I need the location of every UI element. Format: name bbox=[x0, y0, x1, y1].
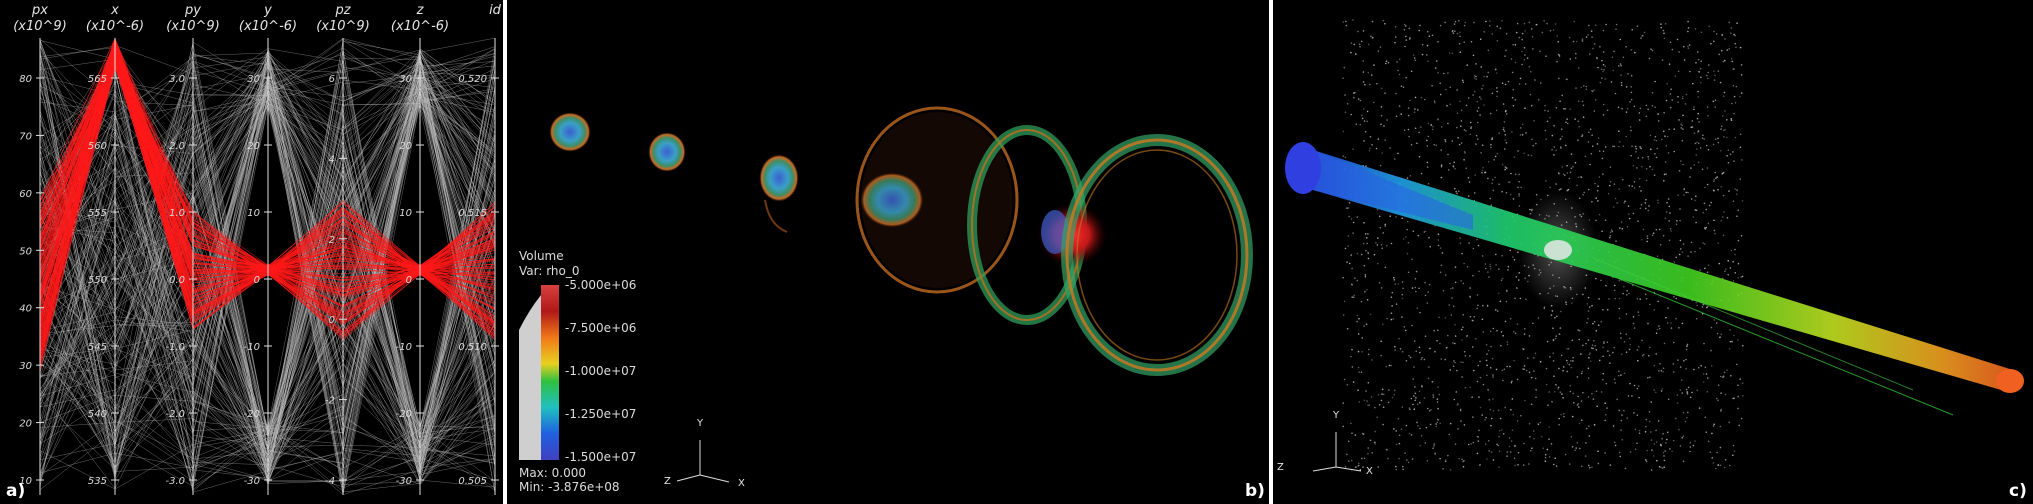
axis-tick-label: -10 bbox=[396, 342, 412, 353]
axis-tick-label: 540 bbox=[88, 409, 107, 420]
legend-tick: -5.000e+06 bbox=[565, 278, 636, 292]
axis-tick-label: 10 bbox=[247, 208, 260, 219]
axis-tick-label: -20 bbox=[244, 409, 260, 420]
axis-tick-label: 2.0 bbox=[169, 141, 185, 152]
axis-tick-label: 0 bbox=[254, 275, 260, 286]
particle-rendering-panel: Y Z X c) bbox=[1273, 0, 2033, 504]
axis-tick-label: 20 bbox=[247, 141, 260, 152]
axis-tick-label: 30 bbox=[19, 361, 32, 372]
opacity-ramp bbox=[519, 295, 541, 460]
axis-unit: (x10^9) bbox=[13, 19, 67, 34]
legend-tick: -1.250e+07 bbox=[565, 407, 636, 421]
axis-tick-label: 0.0 bbox=[169, 275, 185, 286]
axis-tick-label: 555 bbox=[88, 208, 107, 219]
axis-tick-label: 30 bbox=[247, 74, 260, 85]
axis-tick-label: 1.0 bbox=[169, 208, 185, 219]
triad-label-x: X bbox=[1366, 466, 1373, 477]
legend-title: Volume bbox=[519, 249, 564, 263]
axis-tick-label: 0.510 bbox=[458, 342, 487, 353]
axis-unit: (x10^9) bbox=[316, 19, 370, 34]
axis-tick-label: 50 bbox=[19, 246, 32, 257]
axis-name: x bbox=[110, 3, 119, 18]
panel-label-b: b) bbox=[1245, 481, 1265, 501]
colorbar-legend: Volume Var: rho_0 -5.000e+06 -7.500e+06 … bbox=[519, 249, 636, 494]
volume-shell bbox=[855, 106, 1019, 294]
axis-tick-label: 20 bbox=[19, 419, 32, 430]
axis-tick-label: 2 bbox=[329, 235, 335, 246]
axis-tick-label: 6 bbox=[329, 74, 335, 85]
axis-tick-label: 545 bbox=[88, 342, 107, 353]
axis-tick-label: 0.505 bbox=[458, 476, 487, 487]
axis-tick-label: 535 bbox=[88, 476, 107, 487]
axis-tick-label: 10 bbox=[399, 208, 412, 219]
axis-name: px bbox=[31, 3, 48, 18]
axis-tick-label: 10 bbox=[19, 476, 32, 487]
volume-blob bbox=[759, 154, 799, 202]
triad-label-x: X bbox=[738, 478, 745, 489]
legend-tick: -1.000e+07 bbox=[565, 364, 636, 378]
axis-name: pz bbox=[334, 3, 351, 18]
axis-tick-label: -2 bbox=[325, 396, 335, 407]
axis-tick-label: 0.520 bbox=[458, 74, 487, 85]
particle-beam bbox=[1285, 142, 2024, 416]
volume-rendering-panel: Volume Var: rho_0 -5.000e+06 -7.500e+06 … bbox=[507, 0, 1269, 504]
triad-label-y: Y bbox=[1332, 410, 1340, 421]
particle-rendering-view: Y Z X c) bbox=[1277, 19, 2027, 501]
volume-rendering-view: Volume Var: rho_0 -5.000e+06 -7.500e+06 … bbox=[519, 106, 1265, 501]
axis-tick-label: 40 bbox=[19, 304, 32, 315]
legend-variable: Var: rho_0 bbox=[519, 264, 580, 278]
axis-triad: Y Z X bbox=[1277, 410, 1373, 477]
triad-label-z: Z bbox=[664, 476, 671, 487]
axis-unit: (x10^9) bbox=[166, 19, 220, 34]
axis-triad: Y Z X bbox=[664, 418, 745, 489]
axis-tick-label: 0.515 bbox=[458, 208, 487, 219]
axis-tick-label: -3.0 bbox=[165, 476, 185, 487]
volume-blob bbox=[648, 132, 686, 172]
axis-name: py bbox=[184, 3, 201, 18]
axis-tick-label: 0 bbox=[406, 275, 412, 286]
panel-label-a: a) bbox=[6, 481, 25, 501]
axis-unit: (x10^-6) bbox=[239, 19, 297, 34]
axes-group: px(x10^9)8070605040302010x(x10^-6)565560… bbox=[13, 3, 502, 495]
axis-tick-label: 560 bbox=[88, 141, 107, 152]
axis-tick-label: -30 bbox=[244, 476, 260, 487]
axis-tick-label: 80 bbox=[19, 74, 32, 85]
axis-tick-label: -30 bbox=[396, 476, 412, 487]
axis-tick-label: 550 bbox=[88, 275, 107, 286]
axis-tick-label: -4 bbox=[325, 476, 335, 487]
axis-tick-label: 3.0 bbox=[169, 74, 185, 85]
axis-name: y bbox=[263, 3, 272, 18]
axis-unit: (x10^-6) bbox=[391, 19, 449, 34]
colorbar bbox=[541, 285, 559, 460]
beam-tail bbox=[1996, 369, 2024, 393]
legend-tick: -7.500e+06 bbox=[565, 321, 636, 335]
axis-tick-label: -2.0 bbox=[165, 409, 185, 420]
axis-name: id bbox=[489, 3, 502, 18]
parallel-coordinates-plot: px(x10^9)8070605040302010x(x10^-6)565560… bbox=[6, 3, 502, 501]
axis-tick-label: 565 bbox=[88, 74, 107, 85]
axis-name: z bbox=[416, 3, 425, 18]
axis-tick-label: 4 bbox=[329, 154, 335, 165]
triad-label-y: Y bbox=[696, 418, 704, 429]
axis-unit: (x10^-6) bbox=[86, 19, 144, 34]
axis-tick-label: 60 bbox=[19, 189, 32, 200]
axis-tick-label: -1.0 bbox=[165, 342, 185, 353]
legend-max: Max: 0.000 bbox=[519, 466, 586, 480]
beam-head bbox=[1285, 142, 1321, 194]
axis-tick-label: 20 bbox=[399, 141, 412, 152]
axis-tick-label: 0 bbox=[329, 315, 335, 326]
legend-min: Min: -3.876e+08 bbox=[519, 480, 620, 494]
axis-tick-label: 70 bbox=[19, 131, 32, 142]
legend-tick: -1.500e+07 bbox=[565, 450, 636, 464]
axis-tick-label: -10 bbox=[244, 342, 260, 353]
axis-tick-label: -20 bbox=[396, 409, 412, 420]
parallel-coordinates-panel: px (x10^9) 80 70 60 50 40 30 20 10 x (x10^-6) 565 560… bbox=[0, 0, 503, 504]
triad-label-z: Z bbox=[1277, 462, 1284, 473]
volume-blob bbox=[549, 112, 591, 152]
panel-label-c: c) bbox=[2009, 481, 2027, 501]
axis-tick-label: 30 bbox=[399, 74, 412, 85]
